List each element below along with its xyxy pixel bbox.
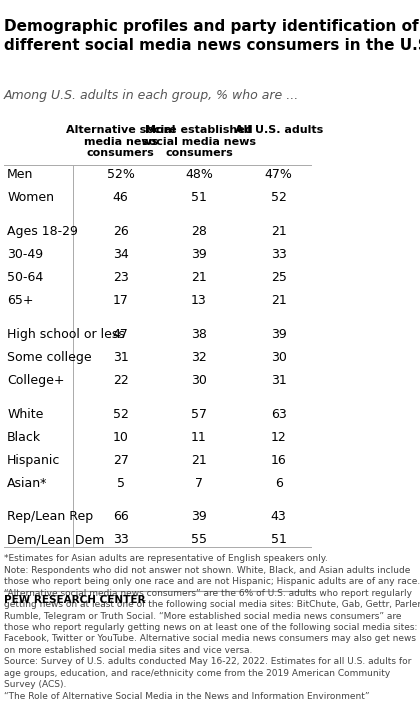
Text: Among U.S. adults in each group, % who are ...: Among U.S. adults in each group, % who a…: [4, 89, 299, 102]
Text: Alternative social
media news
consumers: Alternative social media news consumers: [66, 125, 176, 158]
Text: All U.S. adults: All U.S. adults: [235, 125, 323, 135]
Text: 39: 39: [191, 510, 207, 523]
Text: 12: 12: [271, 430, 286, 444]
Text: Women: Women: [7, 192, 54, 204]
Text: 52: 52: [113, 408, 129, 420]
Text: 13: 13: [191, 294, 207, 307]
Text: Some college: Some college: [7, 351, 92, 364]
Text: 28: 28: [191, 225, 207, 239]
Text: 7: 7: [195, 476, 203, 489]
Text: 25: 25: [271, 271, 287, 284]
Text: More established
social media news
consumers: More established social media news consu…: [142, 125, 256, 158]
Text: Men: Men: [7, 168, 34, 182]
Text: 11: 11: [191, 430, 207, 444]
Text: 31: 31: [113, 351, 129, 364]
Text: 50-64: 50-64: [7, 271, 44, 284]
Text: 46: 46: [113, 192, 129, 204]
Text: 33: 33: [271, 248, 286, 261]
Text: 47: 47: [113, 328, 129, 341]
Text: 39: 39: [271, 328, 286, 341]
Text: White: White: [7, 408, 44, 420]
Text: 52: 52: [271, 192, 287, 204]
Text: PEW RESEARCH CENTER: PEW RESEARCH CENTER: [4, 595, 146, 605]
Text: Black: Black: [7, 430, 41, 444]
Text: 31: 31: [271, 374, 286, 387]
Text: 51: 51: [271, 533, 287, 546]
Text: 30-49: 30-49: [7, 248, 43, 261]
Text: 21: 21: [191, 454, 207, 466]
Text: Ages 18-29: Ages 18-29: [7, 225, 78, 239]
Text: 34: 34: [113, 248, 129, 261]
Text: 22: 22: [113, 374, 129, 387]
Text: 65+: 65+: [7, 294, 34, 307]
Text: Hispanic: Hispanic: [7, 454, 60, 466]
Text: 47%: 47%: [265, 168, 293, 182]
Text: Rep/Lean Rep: Rep/Lean Rep: [7, 510, 93, 523]
Text: 23: 23: [113, 271, 129, 284]
Text: 30: 30: [191, 374, 207, 387]
Text: Asian*: Asian*: [7, 476, 47, 489]
Text: 17: 17: [113, 294, 129, 307]
Text: High school or less: High school or less: [7, 328, 125, 341]
Text: 63: 63: [271, 408, 286, 420]
Text: 48%: 48%: [185, 168, 213, 182]
Text: 43: 43: [271, 510, 286, 523]
Text: 57: 57: [191, 408, 207, 420]
Text: 30: 30: [271, 351, 287, 364]
Text: College+: College+: [7, 374, 65, 387]
Text: 21: 21: [271, 225, 286, 239]
Text: 51: 51: [191, 192, 207, 204]
Text: 55: 55: [191, 533, 207, 546]
Text: Dem/Lean Dem: Dem/Lean Dem: [7, 533, 105, 546]
Text: 26: 26: [113, 225, 129, 239]
Text: 66: 66: [113, 510, 129, 523]
Text: 21: 21: [271, 294, 286, 307]
Text: *Estimates for Asian adults are representative of English speakers only.
Note: R: *Estimates for Asian adults are represen…: [4, 555, 420, 701]
Text: 21: 21: [191, 271, 207, 284]
Text: 10: 10: [113, 430, 129, 444]
Text: Demographic profiles and party identification of
different social media news con: Demographic profiles and party identific…: [4, 19, 420, 53]
Text: 39: 39: [191, 248, 207, 261]
Text: 6: 6: [275, 476, 283, 489]
Text: 32: 32: [191, 351, 207, 364]
Text: 38: 38: [191, 328, 207, 341]
Text: 16: 16: [271, 454, 286, 466]
Text: 33: 33: [113, 533, 129, 546]
Text: 27: 27: [113, 454, 129, 466]
Text: 5: 5: [117, 476, 125, 489]
Text: 52%: 52%: [107, 168, 135, 182]
